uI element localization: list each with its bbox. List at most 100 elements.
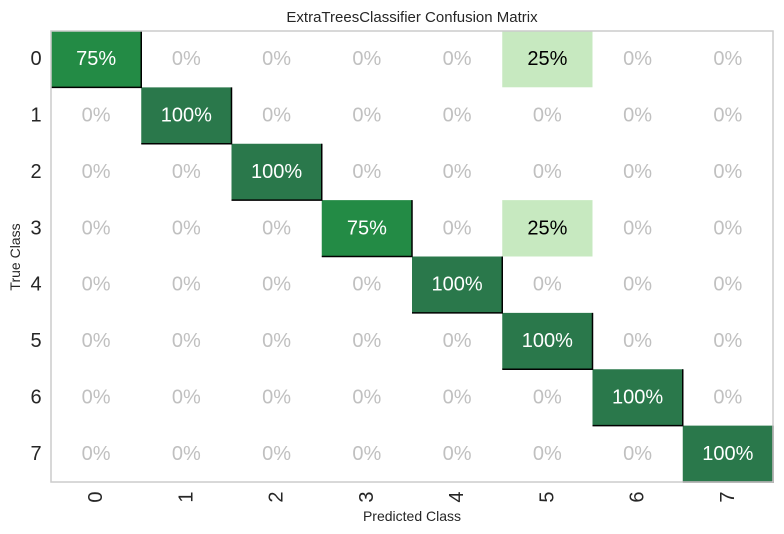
x-tick-label: 1 — [175, 491, 197, 502]
heatmap-cell — [592, 31, 683, 88]
x-tick-label: 6 — [627, 491, 649, 502]
cell-value-label: 0% — [713, 161, 742, 183]
heatmap-cell — [321, 87, 412, 144]
diagonal-outline — [141, 87, 233, 145]
heatmap-cell — [502, 369, 593, 426]
heatmap-cell — [682, 369, 773, 426]
heatmap-cell — [682, 200, 773, 257]
cell-value-label: 0% — [623, 161, 652, 183]
heatmap-cell — [592, 312, 683, 370]
heatmap-cell — [321, 31, 412, 88]
cell-value-label: 0% — [82, 330, 111, 352]
heatmap-cell — [592, 425, 683, 482]
heatmap-cell — [682, 31, 773, 88]
cell-value-label: 0% — [262, 105, 291, 127]
heatmap-cell — [51, 31, 142, 88]
cell-value-label: 0% — [713, 386, 742, 408]
heatmap-cell — [592, 200, 683, 257]
heatmap-cell — [412, 31, 503, 88]
heatmap-cell — [502, 425, 593, 482]
cell-value-label: 25% — [527, 217, 567, 239]
heatmap-cell — [51, 143, 142, 201]
cell-value-label: 0% — [623, 443, 652, 465]
y-axis-label: True Class — [7, 223, 23, 290]
cell-value-label: 0% — [82, 386, 111, 408]
heatmap-cell — [51, 256, 142, 313]
heatmap-cell — [51, 425, 142, 482]
heatmap-cell — [412, 143, 503, 201]
heatmap-cell — [141, 369, 232, 426]
heatmap-cell — [502, 143, 593, 201]
cell-value-label: 0% — [443, 105, 472, 127]
cell-value-label: 0% — [623, 48, 652, 70]
cell-value-label: 0% — [262, 330, 291, 352]
diagonal-outline — [51, 31, 142, 89]
x-tick-labels: 0 1 2 3 4 5 6 7 — [85, 491, 739, 502]
heatmap-cell — [412, 256, 503, 313]
cell-value-label: 0% — [352, 105, 381, 127]
heatmap-cell — [412, 200, 503, 257]
y-tick-label: 1 — [30, 105, 41, 127]
cell-value-label: 0% — [352, 386, 381, 408]
cell-value-label: 75% — [347, 217, 387, 239]
cell-value-label: 0% — [352, 330, 381, 352]
heatmap-cell — [502, 31, 593, 88]
heatmap-cell — [231, 312, 322, 370]
x-axis-label: Predicted Class — [363, 508, 461, 524]
diagonal-outline — [502, 312, 594, 370]
y-tick-label: 6 — [30, 386, 41, 408]
heatmap-cell — [51, 87, 142, 144]
heatmap-cell — [682, 256, 773, 313]
heatmap-cell — [321, 200, 412, 257]
cell-value-label: 0% — [443, 48, 472, 70]
cell-value-label: 100% — [251, 161, 302, 183]
cell-value-label: 0% — [262, 443, 291, 465]
heatmap-cell — [682, 143, 773, 201]
heatmap-cell — [502, 312, 593, 370]
diagonal-outline — [321, 200, 413, 258]
heatmap-cell — [321, 425, 412, 482]
heatmap-cell — [321, 143, 412, 201]
chart-title: ExtraTreesClassifier Confusion Matrix — [286, 9, 538, 26]
heatmap-cell — [141, 256, 232, 313]
cell-value-label: 0% — [533, 161, 562, 183]
cell-value-label: 0% — [443, 443, 472, 465]
diagonal-outline — [231, 143, 323, 201]
heatmap-cell — [141, 31, 232, 88]
cell-value-label: 0% — [352, 443, 381, 465]
cell-value-label: 0% — [443, 217, 472, 239]
heatmap-cell — [141, 425, 232, 482]
heatmap-cell — [51, 200, 142, 257]
cell-value-label: 100% — [612, 386, 663, 408]
heatmap-cell — [141, 143, 232, 201]
cell-value-label: 0% — [262, 274, 291, 296]
cell-value-label: 0% — [713, 48, 742, 70]
cell-value-label: 0% — [82, 443, 111, 465]
heatmap-cell — [502, 200, 593, 257]
cell-value-label: 0% — [713, 217, 742, 239]
plot-frame — [50, 30, 774, 483]
heatmap-cell — [412, 312, 503, 370]
cell-value-label: 100% — [702, 443, 753, 465]
heatmap-cell — [592, 143, 683, 201]
cell-value-label: 100% — [522, 330, 573, 352]
heatmap-cell — [141, 200, 232, 257]
cell-value-label: 0% — [172, 161, 201, 183]
cell-value-label: 0% — [172, 386, 201, 408]
cell-value-label: 0% — [713, 330, 742, 352]
cell-value-label: 0% — [623, 105, 652, 127]
x-tick-label: 0 — [85, 491, 107, 502]
cell-value-label: 0% — [713, 105, 742, 127]
cell-value-label: 0% — [713, 274, 742, 296]
cell-value-label: 0% — [172, 48, 201, 70]
cell-value-label: 0% — [533, 443, 562, 465]
y-tick-label: 7 — [30, 443, 41, 465]
y-tick-label: 2 — [30, 161, 41, 183]
heatmap-cell — [412, 369, 503, 426]
heatmap-cell — [231, 425, 322, 482]
heatmap-cell — [682, 425, 773, 482]
cell-value-label: 0% — [533, 105, 562, 127]
heatmap-cell — [231, 87, 322, 144]
heatmap-cells: 75% 0% 0% 0% 0% 25% 0% 0% 0% 100% 0% 0% 0% 0% 0% 0% 0% 0%… — [51, 31, 773, 482]
cell-value-label: 0% — [82, 161, 111, 183]
